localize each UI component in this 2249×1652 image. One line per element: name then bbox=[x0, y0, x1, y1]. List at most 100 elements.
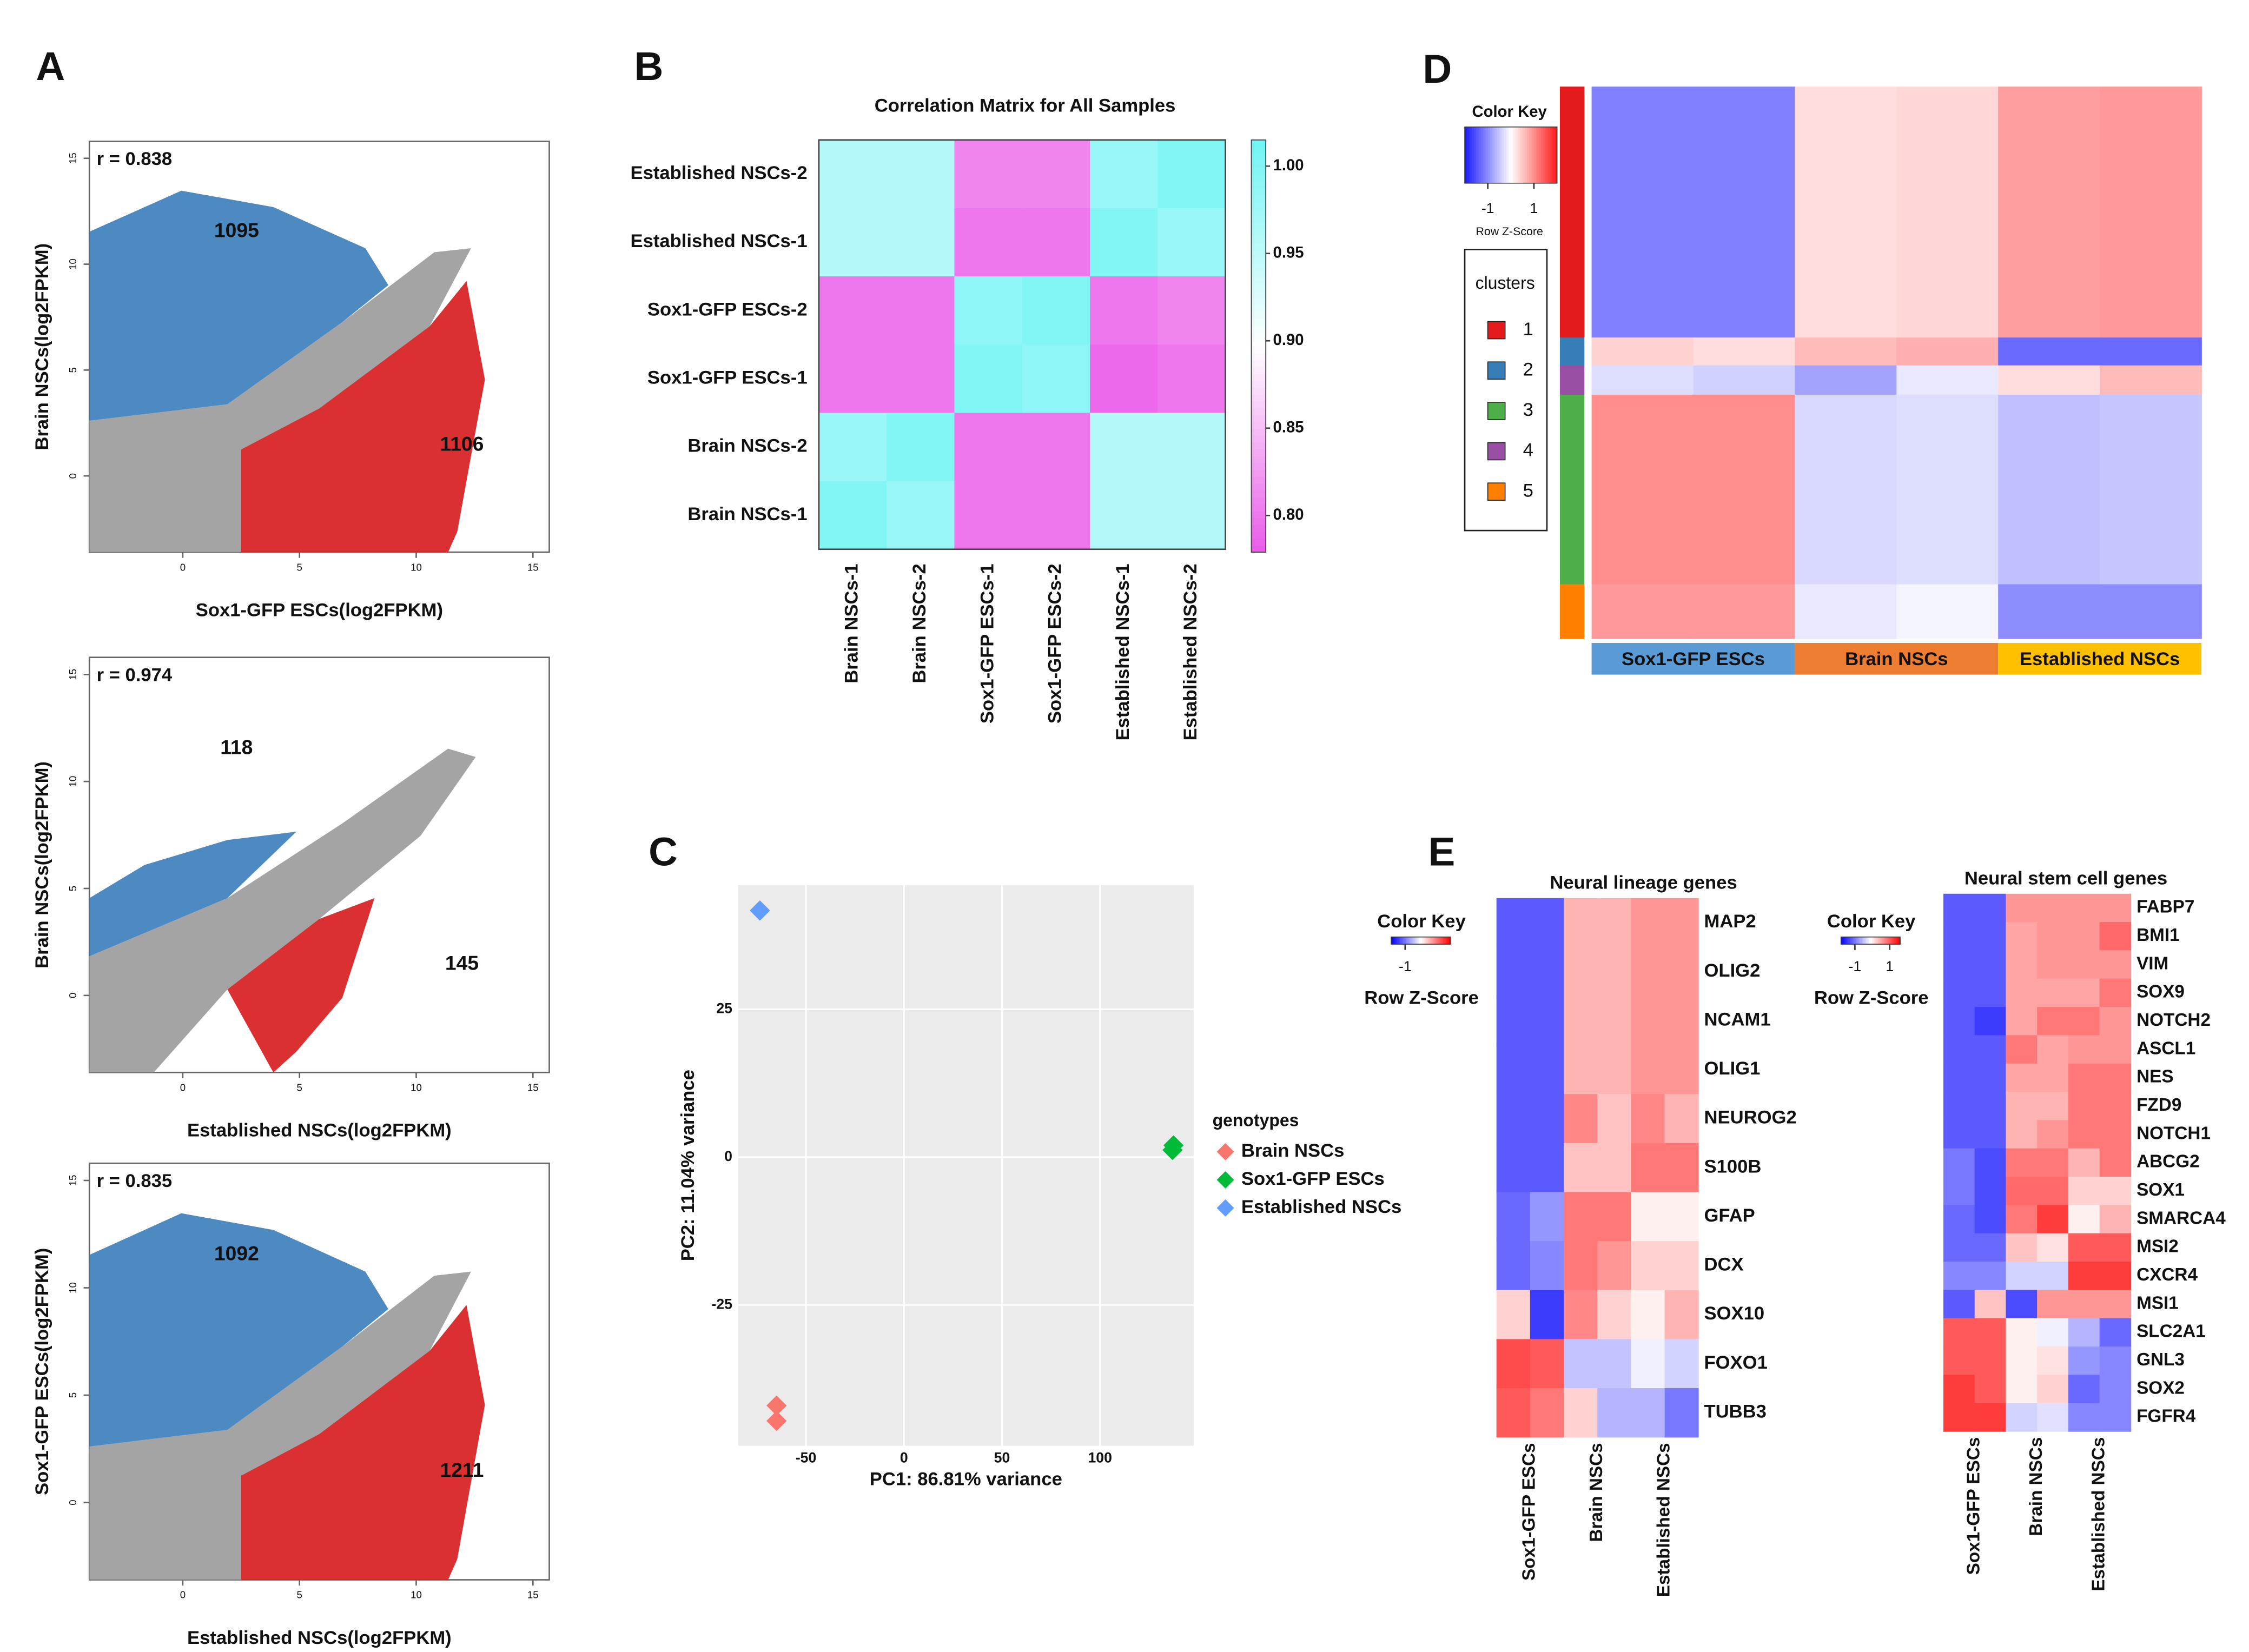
heat-cell bbox=[1943, 1205, 1975, 1234]
heat-cell bbox=[1530, 1241, 1564, 1291]
heat-cell bbox=[1564, 1094, 1598, 1144]
heat-cell bbox=[2037, 1092, 2069, 1121]
key-gradient bbox=[1504, 127, 1507, 183]
key-frame bbox=[1464, 126, 1558, 184]
heat-cell bbox=[2006, 1290, 2038, 1319]
key-gradient bbox=[1446, 937, 1448, 945]
heat-cell bbox=[1974, 1346, 2007, 1376]
heat-cell bbox=[2099, 1007, 2132, 1036]
heat-cell bbox=[1943, 1007, 1975, 1036]
heat-cell bbox=[1090, 276, 1159, 346]
column-label: Brain NSCs-2 bbox=[909, 563, 930, 683]
gene-label: NES bbox=[2136, 1067, 2173, 1087]
heat-block bbox=[1896, 337, 1999, 366]
key-gradient bbox=[1870, 937, 1873, 945]
colorbar-gradient bbox=[1251, 538, 1266, 546]
heat-cell bbox=[2006, 1148, 2038, 1177]
colorbar-gradient bbox=[1251, 510, 1266, 519]
heat-cell bbox=[2099, 1403, 2132, 1432]
heat-cell bbox=[2068, 1148, 2100, 1177]
heat-cell bbox=[2006, 1063, 2038, 1092]
gene-label: SOX10 bbox=[1704, 1303, 1764, 1324]
heat-cell bbox=[1974, 1035, 2007, 1064]
gene-label: CXCR4 bbox=[2136, 1265, 2198, 1285]
colorbar-gradient bbox=[1251, 319, 1266, 326]
heat-cell bbox=[1943, 1092, 1975, 1121]
gene-label: DCX bbox=[1704, 1255, 1743, 1275]
cluster-bar bbox=[1559, 337, 1585, 366]
heat-cell bbox=[887, 276, 955, 346]
column-label: Established NSCs-2 bbox=[1180, 563, 1201, 740]
gene-label: MSI1 bbox=[2136, 1293, 2179, 1313]
heat-block bbox=[2100, 584, 2202, 639]
heat-cell bbox=[1974, 1148, 2007, 1177]
count-label: 1095 bbox=[214, 218, 259, 241]
colorbar-gradient bbox=[1251, 525, 1266, 532]
colorbar-gradient bbox=[1251, 256, 1266, 264]
key-label: Row Z-Score bbox=[1814, 988, 1929, 1009]
heat-block bbox=[2100, 87, 2202, 338]
colorbar-gradient bbox=[1251, 408, 1266, 415]
gene-label: FABP7 bbox=[2136, 897, 2194, 917]
heat-cell bbox=[2099, 1318, 2132, 1347]
colorbar-gradient bbox=[1251, 414, 1266, 422]
key-title: Color Key bbox=[1827, 911, 1916, 932]
colorbar-gradient bbox=[1251, 449, 1266, 457]
gene-label: SOX1 bbox=[2136, 1180, 2185, 1200]
heat-cell bbox=[2006, 1177, 2038, 1206]
key-gradient bbox=[1875, 937, 1877, 945]
heat-cell bbox=[1530, 1192, 1564, 1242]
colorbar-gradient bbox=[1251, 394, 1266, 402]
chart-title: Correlation Matrix for All Samples bbox=[875, 96, 1176, 116]
colorbar-gradient bbox=[1251, 435, 1266, 443]
key-gradient bbox=[1524, 127, 1527, 183]
colorbar-gradient bbox=[1251, 428, 1266, 436]
key-gradient bbox=[1448, 937, 1451, 945]
key-gradient bbox=[1860, 937, 1862, 945]
key-frame bbox=[1840, 936, 1901, 945]
heat-cell bbox=[1631, 1192, 1665, 1242]
key-gradient bbox=[1893, 937, 1895, 945]
key-gradient bbox=[1861, 937, 1864, 945]
key-gradient bbox=[1465, 127, 1468, 183]
key-gradient bbox=[1529, 127, 1532, 183]
heat-cell bbox=[1631, 1045, 1665, 1095]
heat-cell bbox=[1631, 1290, 1665, 1340]
heat-cell bbox=[1597, 1045, 1632, 1095]
heat-cell bbox=[2006, 950, 2038, 979]
colorbar-gradient bbox=[1251, 215, 1266, 223]
heat-cell bbox=[1530, 1290, 1564, 1340]
heat-block bbox=[2100, 337, 2202, 366]
colorbar-gradient bbox=[1251, 442, 1266, 450]
heat-cell bbox=[2099, 1205, 2132, 1234]
heat-cell bbox=[2006, 1035, 2038, 1064]
legend-title: genotypes bbox=[1213, 1110, 1299, 1130]
key-gradient bbox=[1469, 127, 1472, 183]
key-tick-label: -1 bbox=[1481, 200, 1494, 216]
key-gradient bbox=[1425, 937, 1427, 945]
key-gradient bbox=[1841, 937, 1843, 945]
heat-cell bbox=[1631, 1094, 1665, 1144]
heat-cell bbox=[2037, 1035, 2069, 1064]
gene-label: NOTCH1 bbox=[2136, 1123, 2211, 1143]
heat-cell bbox=[2006, 1346, 2038, 1376]
legend-frame bbox=[1464, 249, 1548, 532]
heat-cell bbox=[2099, 1346, 2132, 1376]
key-gradient bbox=[1501, 127, 1505, 183]
key-gradient bbox=[1847, 937, 1849, 945]
y-tick-label: 0 bbox=[724, 1148, 732, 1164]
x-tick-label: 10 bbox=[411, 1082, 422, 1093]
key-frame bbox=[1391, 936, 1451, 945]
key-gradient bbox=[1547, 127, 1551, 183]
heat-cell bbox=[1974, 1290, 2007, 1319]
key-gradient bbox=[1410, 937, 1413, 945]
colorbar-gradient bbox=[1251, 325, 1266, 333]
heat-cell bbox=[1943, 1063, 1975, 1092]
heat-cell bbox=[1496, 1045, 1531, 1095]
plot-frame bbox=[818, 139, 1226, 550]
key-gradient bbox=[1497, 127, 1500, 183]
data-point bbox=[1163, 1135, 1184, 1156]
colorbar-gradient bbox=[1251, 490, 1266, 498]
key-gradient bbox=[1412, 937, 1414, 945]
gene-label: BMI1 bbox=[2136, 925, 2180, 945]
